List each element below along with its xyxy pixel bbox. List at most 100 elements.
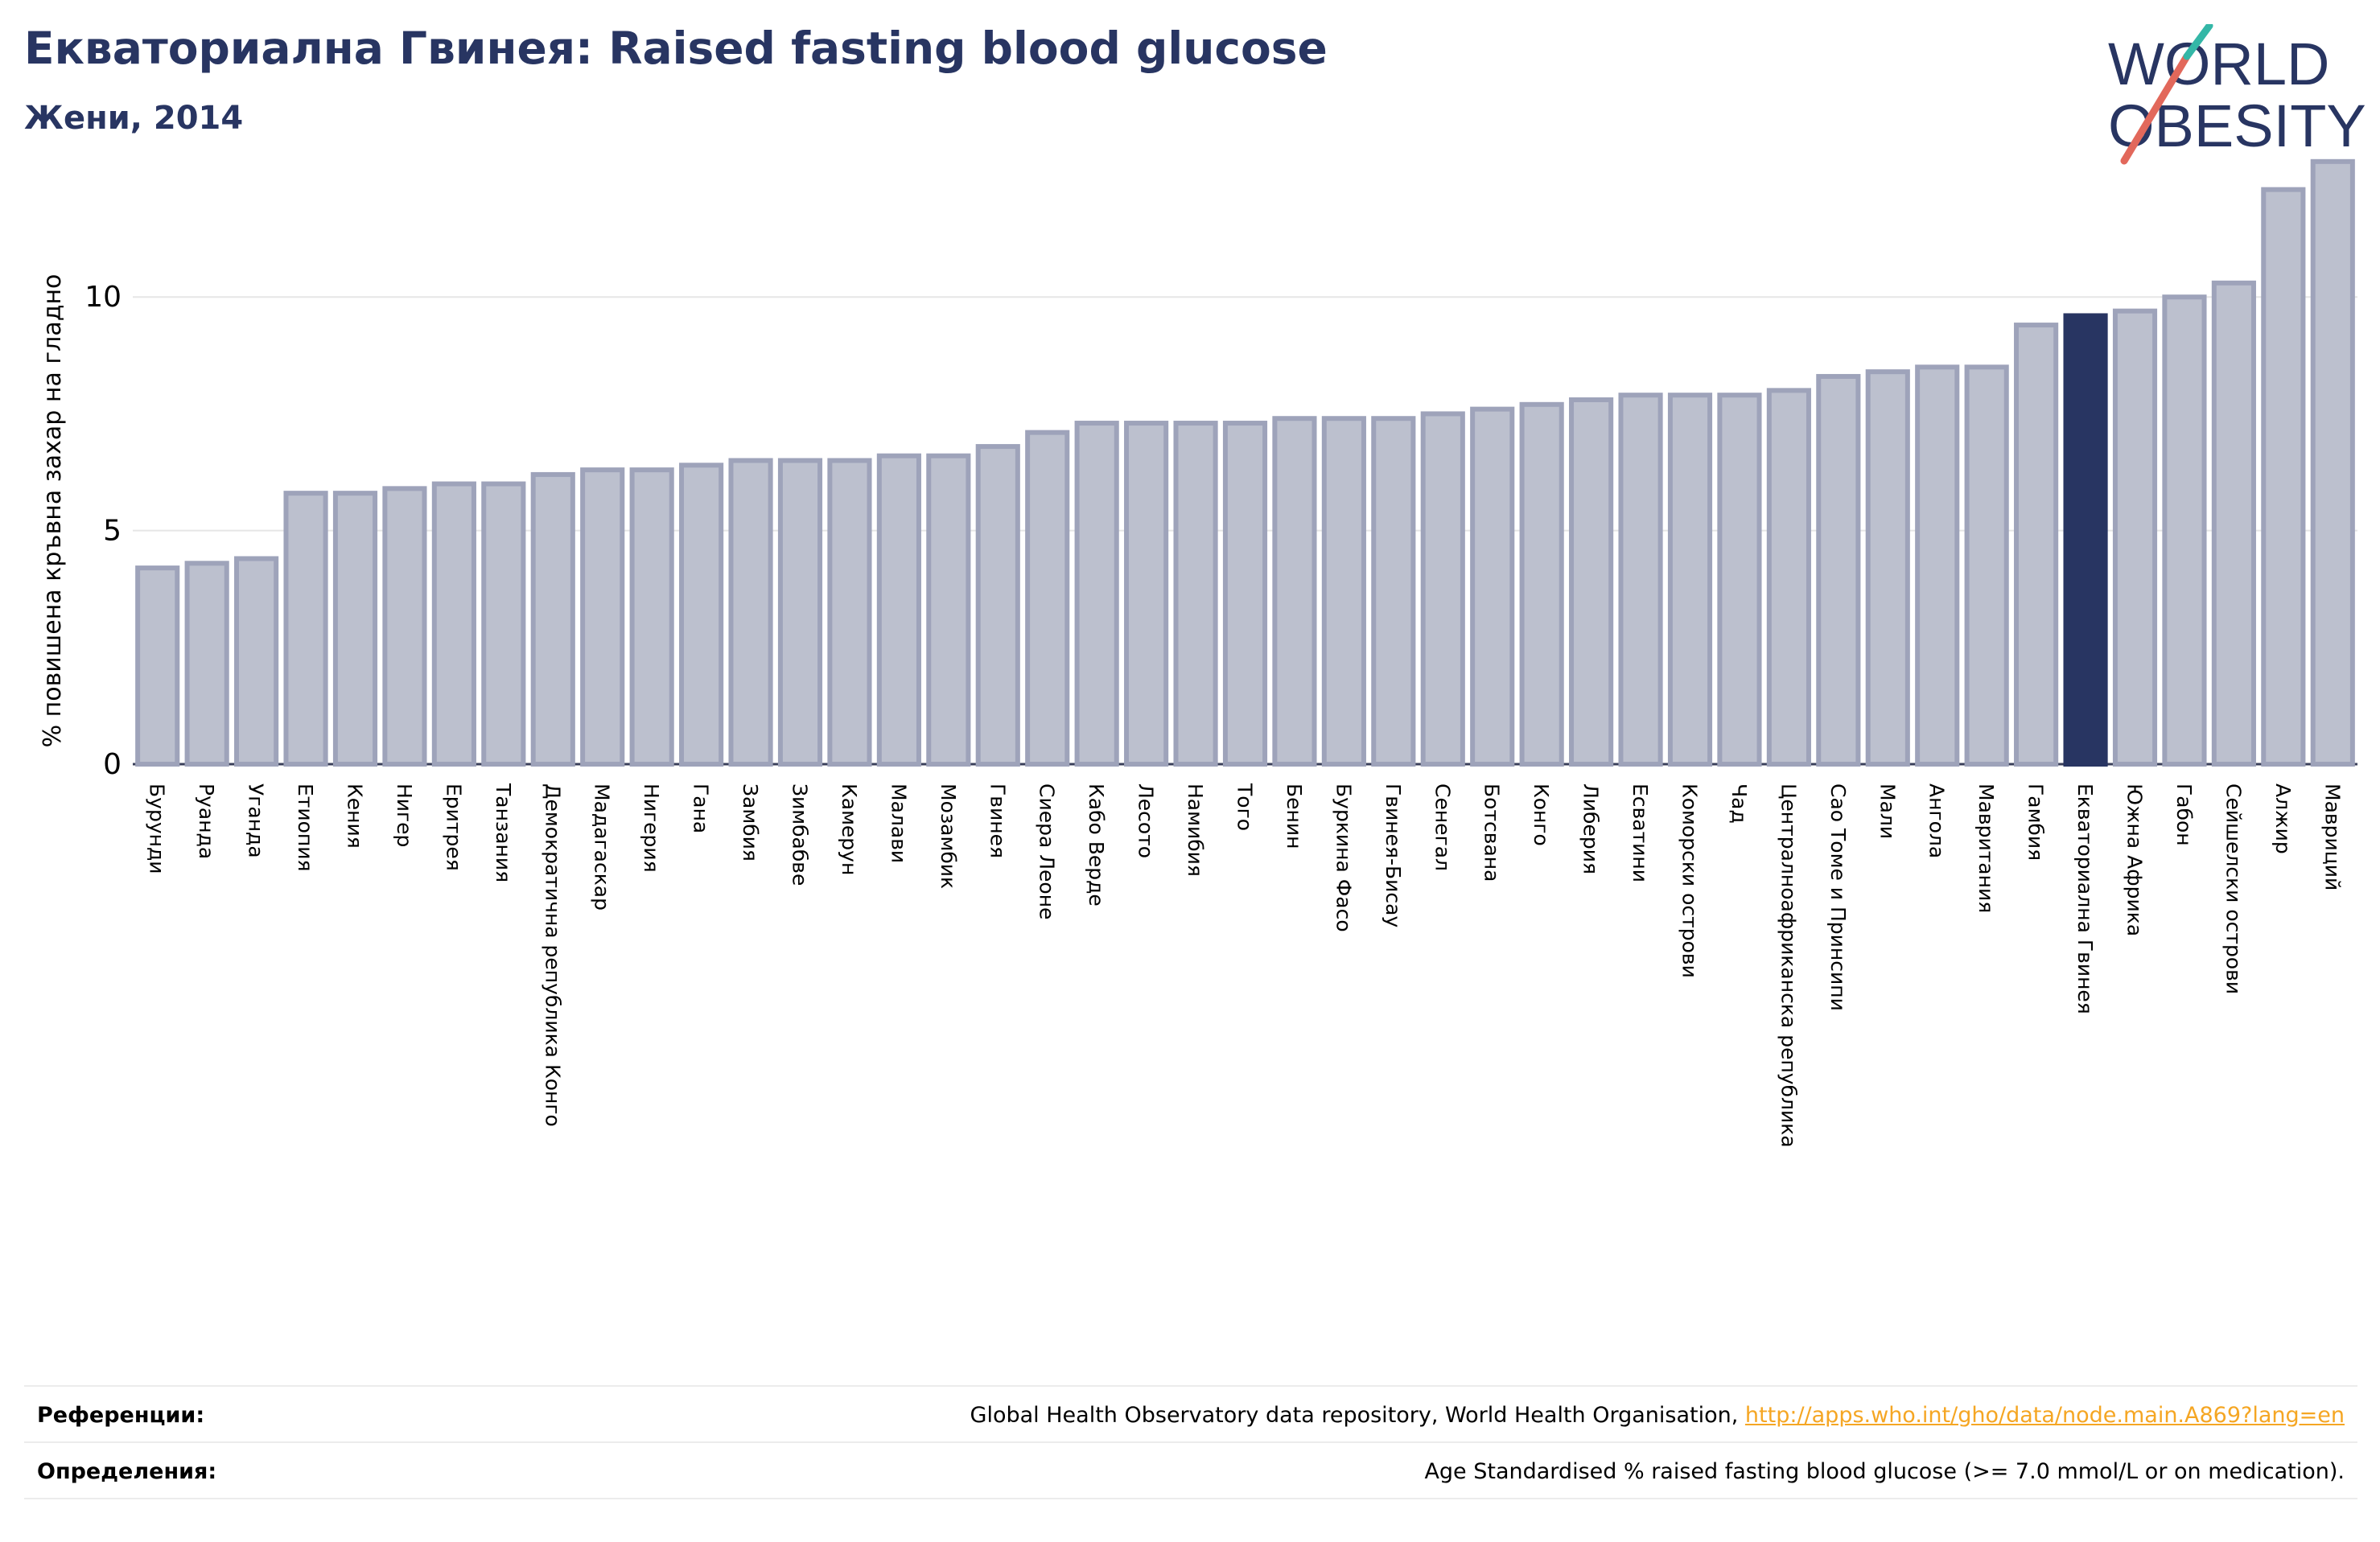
- x-tick-label: Малави: [887, 783, 910, 863]
- references-link[interactable]: http://apps.who.int/gho/data/node.main.A…: [1744, 1402, 2345, 1428]
- x-tick-label: Лесото: [1134, 783, 1158, 858]
- bar[interactable]: [876, 453, 921, 767]
- bar[interactable]: [332, 491, 378, 767]
- x-tick-label: Либерия: [1579, 783, 1603, 874]
- definitions-label: Определения:: [37, 1458, 217, 1484]
- bar[interactable]: [2211, 280, 2256, 767]
- x-tick-label: Буркина Фасо: [1332, 783, 1355, 932]
- x-tick-label: Танзания: [492, 783, 515, 882]
- bar[interactable]: [1470, 406, 1515, 767]
- bar[interactable]: [1569, 397, 1614, 767]
- x-tick-label: Сао Томе и Принсипи: [1826, 783, 1850, 1011]
- x-tick-label: Камерун: [838, 783, 861, 875]
- references-value: Global Health Observatory data repositor…: [970, 1403, 2357, 1428]
- definitions-row: Определения: Age Standardised % raised f…: [24, 1441, 2357, 1499]
- logo-slash-teal: [2183, 24, 2213, 60]
- bar[interactable]: [679, 463, 724, 767]
- page-title: Екваториална Гвинея: Raised fasting bloo…: [24, 23, 1328, 74]
- bar[interactable]: [629, 467, 674, 767]
- tick-layer: 0 5 10 Бурунди Руанда Уганда Етиопия Кения Нигер…: [84, 281, 2344, 1147]
- bar[interactable]: [1519, 401, 1564, 767]
- x-tick-label: Мавритания: [1974, 783, 1998, 913]
- bar[interactable]: [1173, 421, 1218, 767]
- bar[interactable]: [827, 458, 872, 767]
- bar[interactable]: [2063, 313, 2108, 767]
- bar[interactable]: [1321, 416, 1366, 767]
- bar[interactable]: [530, 471, 575, 767]
- x-tick-label: Гана: [690, 783, 713, 833]
- page-subtitle: Жени, 2014: [24, 100, 244, 137]
- x-tick-label: Сейшелски острови: [2221, 783, 2245, 994]
- bar[interactable]: [2112, 308, 2158, 767]
- x-tick-label: Мозамбик: [937, 783, 960, 889]
- x-tick-label: Демократична република Конго: [541, 783, 564, 1127]
- y-tick-label: 0: [103, 748, 121, 781]
- logo-line1: WORLD: [2108, 31, 2329, 97]
- x-tick-label: Нигерия: [640, 783, 663, 873]
- bar[interactable]: [2261, 187, 2306, 767]
- y-axis-label: % повишена кръвна захар на гладно: [39, 274, 67, 748]
- bar[interactable]: [1124, 421, 1169, 767]
- x-tick-label: Руанда: [195, 783, 218, 859]
- bar[interactable]: [2310, 158, 2355, 767]
- bar[interactable]: [1272, 416, 1317, 767]
- x-tick-label: Уганда: [245, 783, 268, 858]
- x-tick-label: Чад: [1727, 783, 1751, 824]
- x-tick-label: Мадагаскар: [591, 783, 614, 911]
- bar[interactable]: [1865, 369, 1910, 767]
- bar[interactable]: [1766, 388, 1811, 767]
- footer-divider: [24, 1498, 2357, 1499]
- bar[interactable]: [481, 481, 526, 767]
- bar[interactable]: [1964, 364, 2009, 767]
- logo-slash-red: [2120, 52, 2191, 165]
- bar-chart: 0 5 10 Бурунди Руанда Уганда Етиопия Кения Нигер…: [39, 158, 2357, 1148]
- world-obesity-logo: WORLD OBESITY: [2108, 24, 2366, 165]
- bar[interactable]: [1025, 430, 1070, 767]
- bar[interactable]: [382, 486, 427, 767]
- x-tick-label: Зимбабве: [789, 783, 812, 886]
- bar[interactable]: [1074, 421, 1119, 767]
- bar[interactable]: [1618, 393, 1663, 767]
- y-tick-label: 10: [84, 281, 121, 314]
- references-text: Global Health Observatory data repositor…: [970, 1402, 1745, 1428]
- x-tick-label: Сиера Леоне: [1036, 783, 1059, 919]
- x-tick-label: Алжир: [2271, 783, 2295, 854]
- bar[interactable]: [777, 458, 823, 767]
- x-tick-label: Нигер: [393, 783, 416, 847]
- bar[interactable]: [234, 556, 279, 767]
- x-tick-label: Централноафриканска република: [1777, 783, 1800, 1148]
- bar[interactable]: [975, 444, 1020, 767]
- bar[interactable]: [728, 458, 773, 767]
- bar[interactable]: [1420, 411, 1465, 767]
- x-tick-label: Конго: [1530, 783, 1553, 846]
- x-tick-label: Мали: [1876, 783, 1899, 839]
- x-tick-label: Екваториална Гвинея: [2073, 783, 2097, 1014]
- references-row: Референции: Global Health Observatory da…: [24, 1385, 2357, 1443]
- x-tick-label: Гамбия: [2024, 783, 2048, 861]
- bar[interactable]: [1915, 364, 1960, 767]
- bar[interactable]: [2162, 294, 2207, 767]
- references-label: Референции:: [37, 1402, 205, 1428]
- bar[interactable]: [1667, 393, 1713, 767]
- bar[interactable]: [184, 561, 229, 767]
- y-tick-label: 5: [103, 515, 121, 548]
- bar[interactable]: [2014, 323, 2059, 767]
- bar[interactable]: [135, 565, 180, 767]
- bar[interactable]: [1816, 373, 1861, 767]
- x-tick-label: Кабо Верде: [1085, 783, 1108, 907]
- x-tick-label: Мавриций: [2320, 783, 2344, 890]
- bar[interactable]: [283, 491, 328, 767]
- bar[interactable]: [1371, 416, 1416, 767]
- bar[interactable]: [1222, 421, 1268, 767]
- x-tick-label: Габон: [2172, 783, 2196, 846]
- bar[interactable]: [926, 453, 971, 767]
- x-tick-label: Етиопия: [294, 783, 317, 872]
- definitions-text: Age Standardised % raised fasting blood …: [1424, 1458, 2345, 1484]
- bar[interactable]: [580, 467, 625, 767]
- bar[interactable]: [431, 481, 476, 767]
- x-tick-label: Ботсвана: [1480, 783, 1504, 882]
- logo-line2: OBESITY: [2108, 93, 2366, 159]
- x-tick-label: Того: [1233, 783, 1257, 831]
- x-tick-label: Бенин: [1283, 783, 1306, 849]
- bar[interactable]: [1717, 393, 1762, 767]
